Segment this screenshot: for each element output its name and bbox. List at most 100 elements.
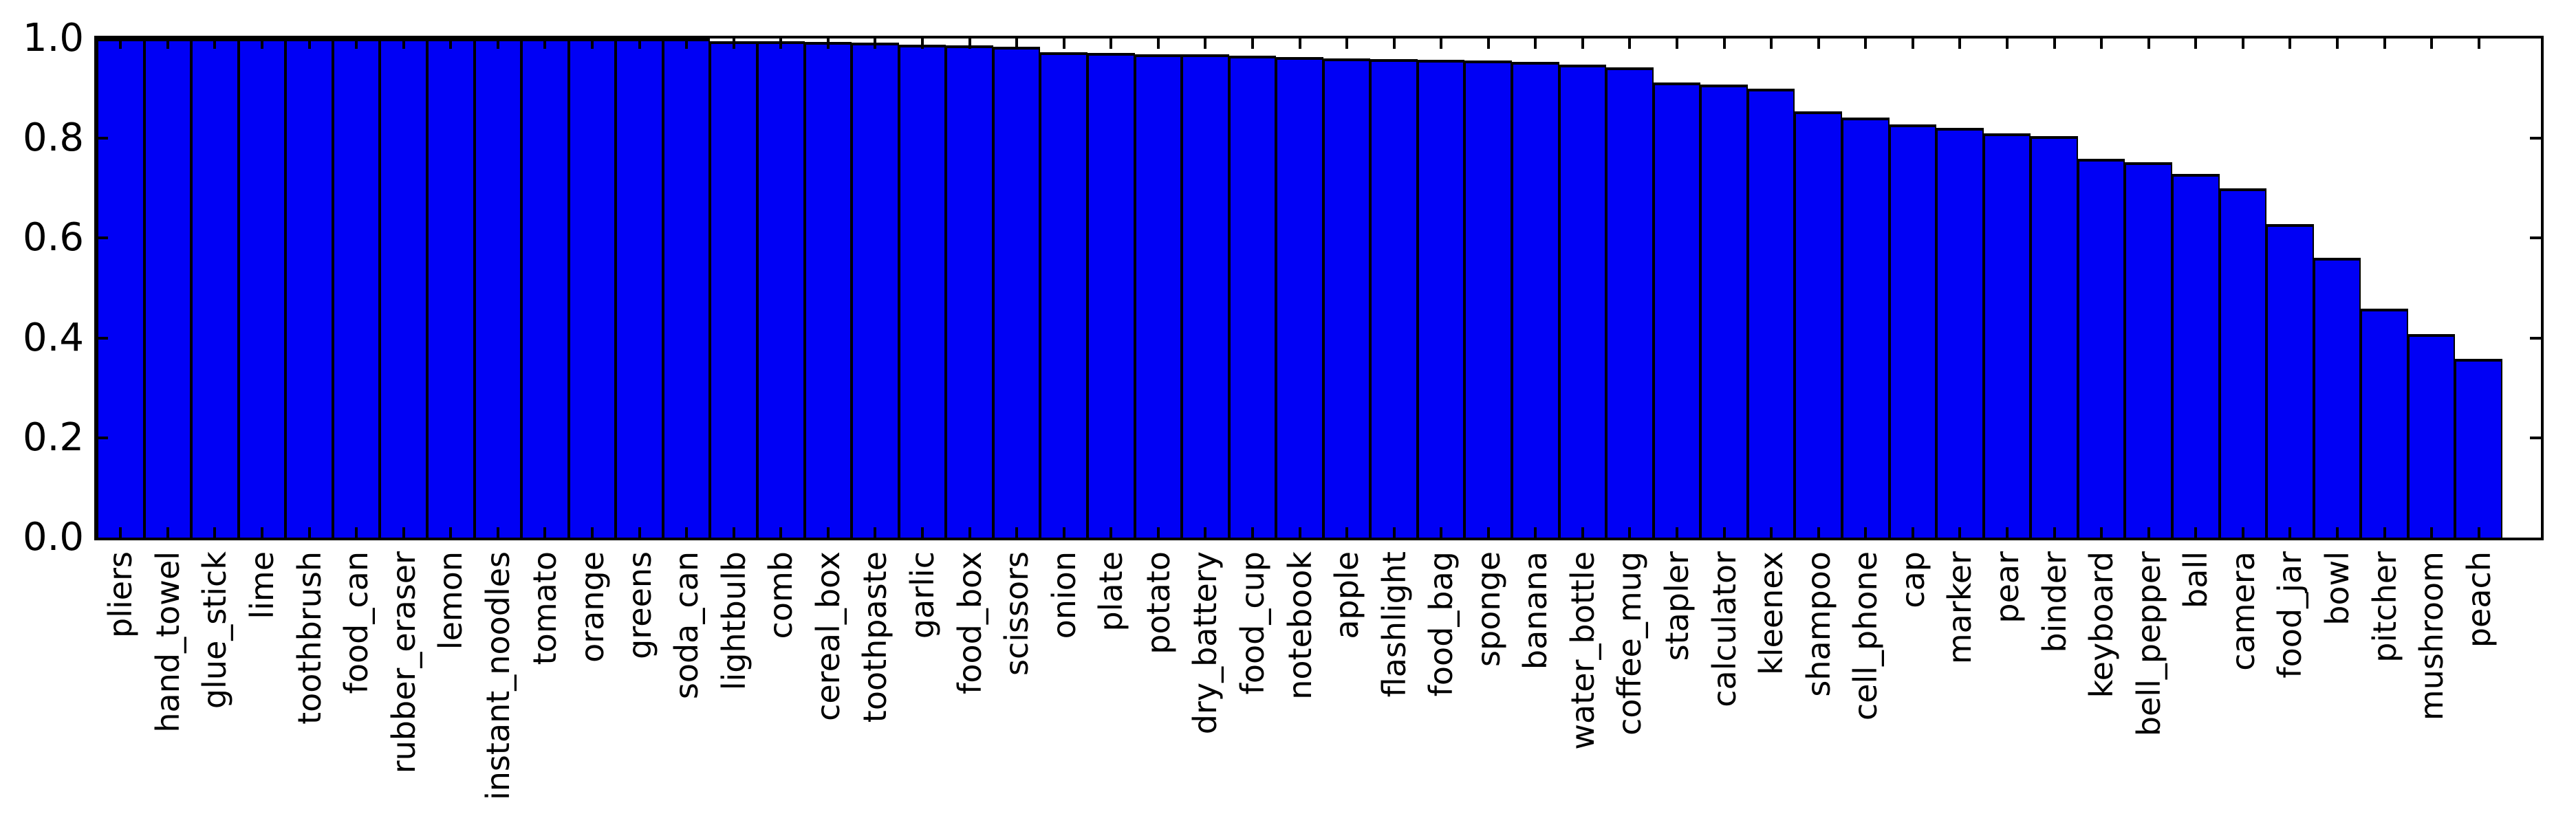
y-tick-label-0.0: 0.0 bbox=[22, 515, 84, 560]
x-tick-mark-top bbox=[1486, 38, 1490, 49]
x-tick-label-cell_phone: cell_phone bbox=[1847, 551, 1885, 721]
x-tick-label-hand_towel: hand_towel bbox=[149, 551, 186, 733]
bar-sponge bbox=[1464, 60, 1513, 538]
bar-orange bbox=[568, 38, 616, 538]
x-tick-label-banana: banana bbox=[1517, 551, 1555, 670]
x-tick-mark-top bbox=[1817, 38, 1820, 49]
x-tick-label-garlic: garlic bbox=[903, 551, 941, 639]
x-tick-label-bowl: bowl bbox=[2319, 551, 2356, 626]
x-tick-mark-top bbox=[968, 38, 971, 49]
x-tick-mark-top bbox=[1958, 38, 1962, 49]
x-tick-label-scissors: scissors bbox=[998, 551, 1036, 676]
x-tick-label-food_can: food_can bbox=[338, 551, 376, 694]
x-tick-mark-bottom bbox=[968, 527, 971, 538]
bar-dry_battery bbox=[1182, 54, 1229, 538]
x-tick-mark-top bbox=[1722, 38, 1726, 49]
x-tick-mark-top bbox=[119, 38, 122, 49]
y-tick-mark-right bbox=[2530, 337, 2541, 340]
x-tick-mark-bottom bbox=[2288, 527, 2292, 538]
x-tick-mark-bottom bbox=[1486, 527, 1490, 538]
x-tick-label-potato: potato bbox=[1139, 551, 1177, 654]
bar-food_cup bbox=[1229, 56, 1277, 538]
x-tick-mark-bottom bbox=[1676, 527, 1679, 538]
x-tick-mark-top bbox=[307, 38, 311, 49]
bar-garlic bbox=[898, 45, 946, 538]
x-tick-mark-bottom bbox=[1156, 527, 1160, 538]
x-tick-mark-bottom bbox=[826, 527, 830, 538]
x-tick-mark-bottom bbox=[496, 527, 499, 538]
x-tick-mark-bottom bbox=[2430, 527, 2434, 538]
bar-cap bbox=[1889, 124, 1937, 538]
y-tick-label-0.2: 0.2 bbox=[22, 415, 84, 460]
x-tick-mark-bottom bbox=[1534, 527, 1537, 538]
x-tick-label-pitcher: pitcher bbox=[2366, 551, 2403, 663]
x-tick-label-binder: binder bbox=[2035, 551, 2073, 653]
y-tick-mark-left bbox=[97, 137, 108, 140]
y-tick-label-0.6: 0.6 bbox=[22, 215, 84, 260]
x-tick-label-coffee_mug: coffee_mug bbox=[1611, 551, 1649, 736]
x-tick-mark-top bbox=[2100, 38, 2103, 49]
x-tick-mark-bottom bbox=[1110, 527, 1113, 538]
x-tick-mark-top bbox=[2477, 38, 2480, 49]
bar-pitcher bbox=[2361, 309, 2408, 538]
y-tick-mark-right bbox=[2530, 437, 2541, 439]
x-tick-label-pear: pear bbox=[1989, 551, 2026, 624]
x-tick-mark-bottom bbox=[2100, 527, 2103, 538]
x-tick-mark-bottom bbox=[260, 527, 263, 538]
x-tick-mark-top bbox=[1864, 38, 1868, 49]
x-tick-mark-bottom bbox=[213, 527, 217, 538]
x-tick-mark-top bbox=[1204, 38, 1207, 49]
x-tick-mark-bottom bbox=[2383, 527, 2386, 538]
x-tick-mark-bottom bbox=[402, 527, 405, 538]
y-tick-mark-left bbox=[97, 337, 108, 340]
x-tick-mark-bottom bbox=[1298, 527, 1301, 538]
x-tick-label-notebook: notebook bbox=[1281, 551, 1319, 700]
x-tick-mark-top bbox=[496, 38, 499, 49]
bar-binder bbox=[2031, 136, 2078, 538]
x-tick-mark-bottom bbox=[590, 527, 594, 538]
bar-shampoo bbox=[1795, 111, 1843, 538]
x-tick-mark-bottom bbox=[732, 527, 735, 538]
x-tick-mark-top bbox=[1015, 38, 1019, 49]
x-tick-label-pliers: pliers bbox=[102, 551, 140, 638]
bar-flashlight bbox=[1370, 59, 1418, 538]
x-tick-label-food_bag: food_bag bbox=[1422, 551, 1460, 697]
x-tick-label-apple: apple bbox=[1328, 551, 1366, 639]
bar-potato bbox=[1134, 54, 1182, 538]
y-tick-label-0.8: 0.8 bbox=[22, 115, 84, 160]
x-tick-label-lime: lime bbox=[243, 551, 281, 619]
bars-container bbox=[97, 38, 2541, 538]
x-tick-mark-bottom bbox=[1722, 527, 1726, 538]
x-tick-mark-top bbox=[826, 38, 830, 49]
x-tick-label-plate: plate bbox=[1092, 551, 1130, 632]
bar-pear bbox=[1983, 133, 2031, 538]
bar-instant_noodles bbox=[474, 38, 522, 538]
bar-water_bottle bbox=[1559, 65, 1607, 538]
x-tick-label-flashlight: flashlight bbox=[1375, 551, 1413, 698]
bar-rubber_eraser bbox=[380, 38, 427, 538]
x-tick-mark-bottom bbox=[1392, 527, 1396, 538]
bar-coffee_mug bbox=[1606, 67, 1654, 538]
x-tick-label-orange: orange bbox=[573, 551, 611, 663]
x-tick-mark-bottom bbox=[1251, 527, 1254, 538]
x-tick-label-tomato: tomato bbox=[526, 551, 564, 665]
bar-kleenex bbox=[1747, 89, 1795, 538]
x-tick-mark-bottom bbox=[166, 527, 169, 538]
x-tick-label-mushroom: mushroom bbox=[2413, 551, 2451, 721]
x-tick-mark-top bbox=[260, 38, 263, 49]
x-tick-mark-top bbox=[1156, 38, 1160, 49]
x-tick-mark-top bbox=[1298, 38, 1301, 49]
x-tick-label-toothpaste: toothpaste bbox=[856, 551, 894, 723]
x-tick-mark-top bbox=[1251, 38, 1254, 49]
bar-tomato bbox=[521, 38, 569, 538]
x-tick-label-lemon: lemon bbox=[432, 551, 470, 650]
x-tick-label-soda_can: soda_can bbox=[668, 551, 706, 700]
x-tick-mark-bottom bbox=[2053, 527, 2056, 538]
x-tick-label-rubber_eraser: rubber_eraser bbox=[385, 551, 422, 774]
x-tick-mark-bottom bbox=[307, 527, 311, 538]
x-tick-mark-bottom bbox=[1015, 527, 1019, 538]
x-tick-mark-top bbox=[1581, 38, 1584, 49]
x-tick-mark-bottom bbox=[2006, 527, 2009, 538]
x-tick-mark-top bbox=[920, 38, 924, 49]
x-tick-label-toothbrush: toothbrush bbox=[290, 551, 328, 725]
